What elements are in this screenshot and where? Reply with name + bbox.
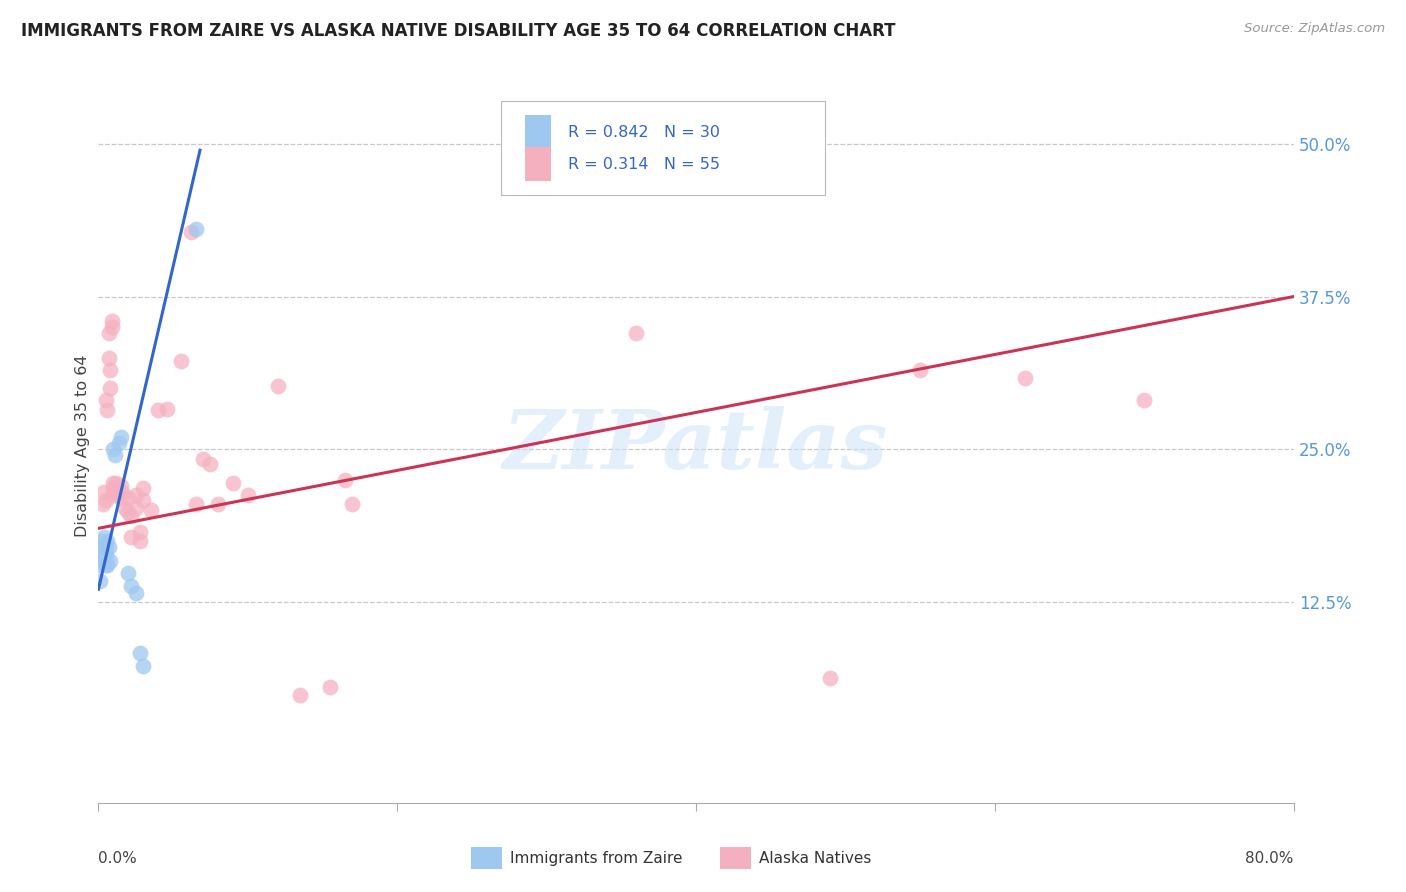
Point [319,680,342,694]
Point [93,484,115,499]
Text: R = 0.842   N = 30: R = 0.842 N = 30 [568,125,720,139]
Point [132,493,155,508]
Point [125,488,148,502]
Point [89,551,111,566]
Point [110,430,132,444]
Text: R = 0.314   N = 55: R = 0.314 N = 55 [568,157,720,171]
Point [103,476,125,491]
Point [222,476,245,491]
Point [288,689,311,703]
Point [148,403,170,417]
Point [120,579,142,593]
Point [91,540,114,554]
Point [110,478,132,492]
Point [184,222,207,236]
Point [333,473,356,487]
Point [97,540,120,554]
Point [104,448,127,462]
Point [96,558,118,572]
Point [125,586,148,600]
Point [120,509,142,524]
Point [91,497,114,511]
Point [94,549,117,564]
Point [184,497,207,511]
FancyBboxPatch shape [501,102,825,194]
Point [207,497,229,511]
Point [267,378,290,392]
Point [93,537,115,551]
Point [89,546,111,560]
Point [100,363,122,377]
Point [908,363,931,377]
Point [169,354,191,368]
Text: Source: ZipAtlas.com: Source: ZipAtlas.com [1244,22,1385,36]
Point [94,493,117,508]
Point [180,225,202,239]
Point [91,554,114,568]
Point [105,484,128,499]
Point [103,488,125,502]
Point [105,476,128,491]
Point [156,401,179,416]
Point [89,558,111,572]
FancyBboxPatch shape [524,115,551,149]
Point [129,646,152,660]
Point [108,436,131,450]
Text: IMMIGRANTS FROM ZAIRE VS ALASKA NATIVE DISABILITY AGE 35 TO 64 CORRELATION CHART: IMMIGRANTS FROM ZAIRE VS ALASKA NATIVE D… [21,22,896,40]
Point [200,457,222,471]
Point [117,491,139,505]
Point [1133,393,1156,408]
Point [125,500,148,515]
Point [89,574,111,588]
Point [103,481,125,495]
Point [91,546,114,560]
Point [132,659,155,673]
Point [96,403,118,417]
Point [90,533,112,548]
Point [100,554,122,568]
Point [94,558,117,572]
FancyBboxPatch shape [524,147,551,181]
Text: 0.0%: 0.0% [98,851,138,866]
Point [90,549,112,564]
Y-axis label: Disability Age 35 to 64: Disability Age 35 to 64 [75,355,90,537]
Point [132,481,155,495]
Point [111,484,134,499]
Point [1014,371,1036,385]
Point [120,530,142,544]
Point [626,326,648,341]
Point [129,524,152,539]
Point [342,497,364,511]
Text: ZIPatlas: ZIPatlas [503,406,889,486]
Point [97,326,120,341]
Point [101,320,124,334]
Point [101,314,124,328]
Point [96,533,118,548]
Point [93,551,115,566]
Point [93,530,115,544]
Point [129,533,152,548]
Text: Immigrants from Zaire: Immigrants from Zaire [510,851,683,865]
Point [820,672,842,686]
Point [94,393,117,408]
Point [191,451,214,466]
Point [110,491,132,505]
Point [117,506,139,520]
Text: 80.0%: 80.0% [1246,851,1294,866]
Point [114,500,136,515]
Point [94,542,117,557]
Point [103,442,125,456]
Point [97,351,120,365]
Text: Alaska Natives: Alaska Natives [759,851,872,865]
Point [139,503,162,517]
Point [100,381,122,395]
Point [236,488,259,502]
Point [90,542,112,557]
Point [117,566,139,581]
